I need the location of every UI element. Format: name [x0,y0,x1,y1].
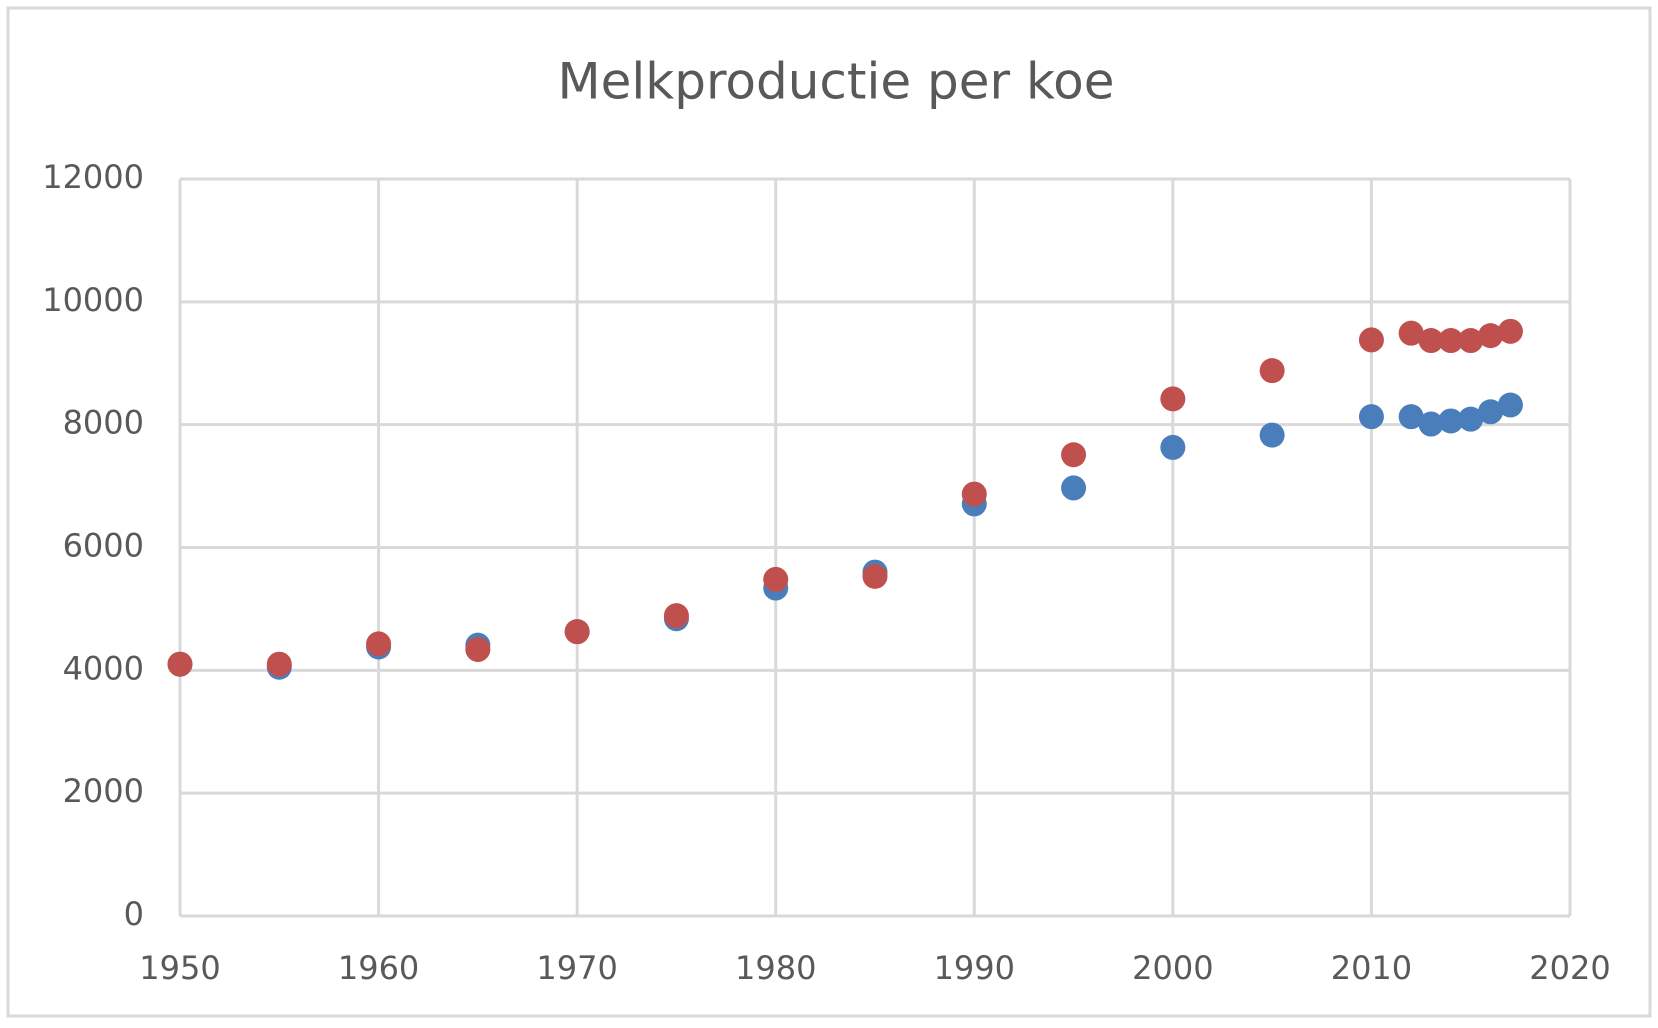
data-point [1398,404,1424,430]
data-point [961,481,987,507]
data-point [465,636,491,662]
x-tick-label: 2010 [1331,949,1412,987]
y-tick-label: 2000 [63,772,144,810]
data-point [266,651,292,677]
x-tick-label: 2020 [1529,949,1610,987]
data-point [1458,328,1484,354]
data-point [1438,328,1464,354]
y-tick-label: 8000 [63,404,144,442]
data-point [564,619,590,645]
data-point [1458,406,1484,432]
data-point [1358,404,1384,430]
x-tick-label: 1970 [536,949,617,987]
y-tick-label: 10000 [42,281,144,319]
data-point [862,563,888,589]
data-point [1160,386,1186,412]
data-point [1398,320,1424,346]
data-point [1478,323,1504,349]
data-point [1259,422,1285,448]
x-tick-label: 1980 [735,949,816,987]
data-point [1418,328,1444,354]
y-tick-label: 6000 [63,527,144,565]
y-tick-label: 12000 [42,158,144,196]
data-point [1061,475,1087,501]
data-point [763,566,789,592]
data-point [167,651,193,677]
data-point [1478,399,1504,425]
data-point [1259,358,1285,384]
data-point [1497,318,1523,344]
x-tick-label: 1950 [139,949,220,987]
data-point [366,631,392,657]
data-point [1358,327,1384,353]
x-tick-label: 1960 [338,949,419,987]
y-tick-label: 0 [124,895,144,933]
data-point [1160,434,1186,460]
data-point [1418,411,1444,437]
x-tick-label: 1990 [934,949,1015,987]
y-tick-label: 4000 [63,649,144,687]
chart-border [6,6,1652,1018]
data-point [1438,408,1464,434]
data-point [663,603,689,629]
x-tick-label: 2000 [1132,949,1213,987]
chart-title: Melkproductie per koe [557,53,1114,111]
data-point [1061,442,1087,468]
data-point [1497,392,1523,418]
